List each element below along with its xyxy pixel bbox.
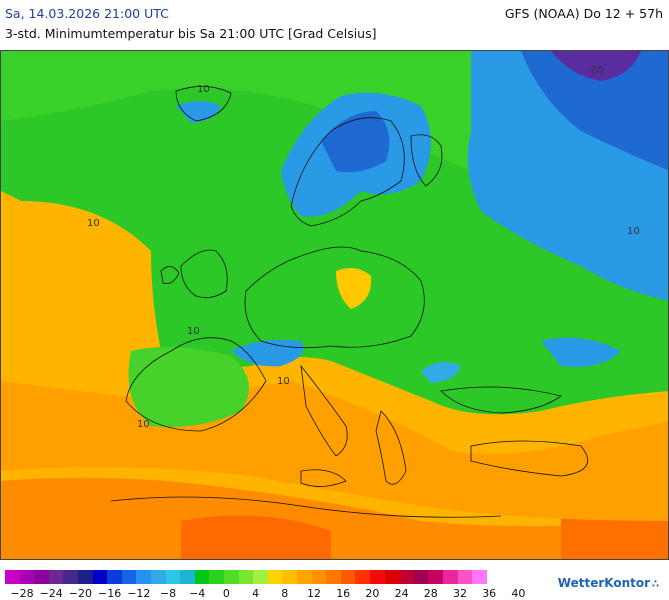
scale-swatch bbox=[472, 570, 488, 584]
contour-label: 10 bbox=[87, 218, 100, 229]
contour-label: 10 bbox=[627, 226, 640, 237]
scale-tick-label: −24 bbox=[39, 587, 63, 600]
carpathian-cold bbox=[421, 362, 461, 383]
scale-swatch bbox=[370, 570, 386, 584]
scale-swatch bbox=[355, 570, 371, 584]
scale-swatch bbox=[209, 570, 225, 584]
scale-swatch bbox=[121, 570, 137, 584]
scale-swatch bbox=[282, 570, 298, 584]
scale-swatch bbox=[311, 570, 327, 584]
hot-zone-south bbox=[1, 477, 668, 559]
scale-swatch bbox=[48, 570, 64, 584]
scale-swatch bbox=[443, 570, 459, 584]
contour-label: -20 bbox=[587, 65, 603, 76]
scale-tick-label: 24 bbox=[394, 587, 409, 600]
contour-label: 10 bbox=[197, 84, 210, 95]
scale-tick-label: 28 bbox=[423, 587, 438, 600]
scale-swatch bbox=[413, 570, 429, 584]
scale-tick-label: 4 bbox=[252, 587, 260, 600]
coastlines bbox=[110, 86, 588, 518]
scale-tick-label: 20 bbox=[365, 587, 380, 600]
scale-swatch bbox=[384, 570, 400, 584]
hotter-zone-sahara bbox=[181, 515, 331, 559]
contour-label: 10 bbox=[137, 419, 150, 430]
scale-swatch bbox=[5, 570, 21, 584]
contour-label: 10 bbox=[187, 326, 200, 337]
temperature-map: -20 10 10 10 10 10 10 bbox=[0, 50, 669, 560]
scale-tick-label: −16 bbox=[97, 587, 122, 600]
scale-swatch bbox=[340, 570, 356, 584]
scale-swatch bbox=[19, 570, 35, 584]
scale-swatch bbox=[151, 570, 167, 584]
central-europe-warm bbox=[336, 267, 372, 309]
map-subtitle: 3-std. Minimumtemperatur bis Sa 21:00 UT… bbox=[5, 26, 377, 41]
scale-tick-label: −8 bbox=[159, 587, 177, 600]
date-time-label: Sa, 14.03.2026 21:00 UTC bbox=[5, 6, 169, 21]
scale-tick-label: −12 bbox=[127, 587, 151, 600]
brand-name: WetterKontor bbox=[557, 576, 651, 590]
scale-tick-label: 8 bbox=[281, 587, 289, 600]
scale-swatch bbox=[136, 570, 152, 584]
scale-swatch bbox=[238, 570, 254, 584]
scale-tick-label: 16 bbox=[336, 587, 351, 600]
scale-tick-label: −20 bbox=[68, 587, 92, 600]
scale-swatch bbox=[457, 570, 473, 584]
scale-swatch bbox=[267, 570, 283, 584]
scale-swatch bbox=[165, 570, 181, 584]
scale-tick-label: 40 bbox=[511, 587, 526, 600]
scale-swatch bbox=[297, 570, 313, 584]
scale-swatch bbox=[428, 570, 444, 584]
scale-swatch bbox=[78, 570, 94, 584]
scale-swatch bbox=[63, 570, 79, 584]
brand-logo: WetterKontor ∴ bbox=[558, 576, 659, 590]
scale-tick-label: 0 bbox=[222, 587, 230, 600]
scale-swatch bbox=[180, 570, 196, 584]
scale-tick-label: 32 bbox=[453, 587, 467, 600]
scale-swatch bbox=[253, 570, 269, 584]
scale-swatch bbox=[326, 570, 342, 584]
russia-colder bbox=[521, 51, 668, 171]
iberia-green bbox=[128, 347, 249, 427]
scale-swatch bbox=[194, 570, 210, 584]
contour-label: 10 bbox=[277, 376, 290, 387]
scale-tick-label: 12 bbox=[307, 587, 321, 600]
scale-swatch bbox=[224, 570, 240, 584]
caucasus-cold bbox=[541, 337, 621, 367]
scale-swatch bbox=[107, 570, 123, 584]
scale-tick-label: −28 bbox=[10, 587, 34, 600]
scale-swatch bbox=[399, 570, 415, 584]
scale-swatch bbox=[92, 570, 108, 584]
scale-swatch bbox=[34, 570, 50, 584]
scale-tick-label: −4 bbox=[189, 587, 206, 600]
model-run-label: GFS (NOAA) Do 12 + 57h bbox=[504, 6, 663, 21]
brand-mark-icon: ∴ bbox=[652, 579, 659, 590]
russia-coldest bbox=[551, 51, 641, 81]
scale-tick-label: 36 bbox=[482, 587, 497, 600]
